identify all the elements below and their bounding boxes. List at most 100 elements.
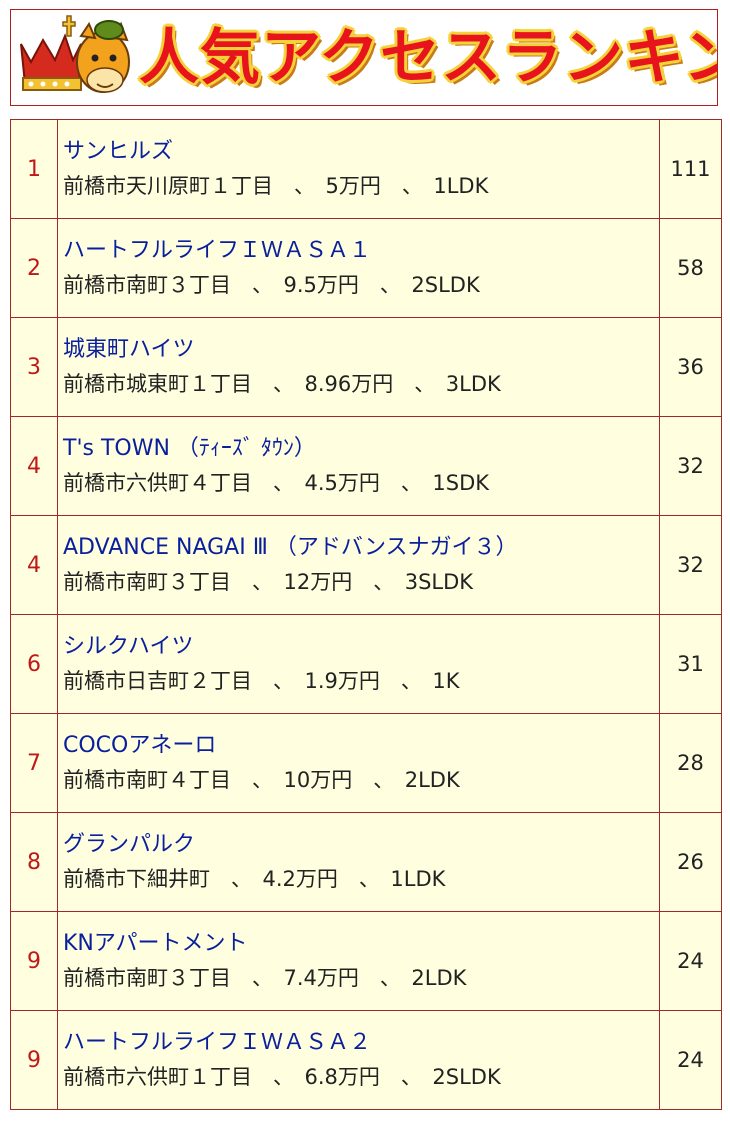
access-count: 111 xyxy=(659,119,722,219)
property-address: 前橋市下細井町 xyxy=(63,867,210,891)
property-details: 前橋市下細井町 、 4.2万円 、 1LDK xyxy=(63,862,659,896)
property-layout: 1LDK xyxy=(433,174,489,198)
property-price: 1.9万円 xyxy=(304,669,380,693)
property-info: 城東町ハイツ前橋市城東町１丁目 、 8.96万円 、 3LDK xyxy=(57,317,660,417)
rank-number: 4 xyxy=(10,515,58,615)
property-info: グランパルク前橋市下細井町 、 4.2万円 、 1LDK xyxy=(57,812,660,912)
separator: 、 xyxy=(393,372,446,396)
property-details: 前橋市六供町４丁目 、 4.5万円 、 1SDK xyxy=(63,466,659,500)
separator: 、 xyxy=(379,669,433,693)
property-name-link[interactable]: T's TOWN （ﾃｨｰｽﾞ ﾀｳﾝ） xyxy=(63,436,316,461)
ranking-banner: 人気アクセスランキング xyxy=(10,9,718,106)
separator: 、 xyxy=(252,669,305,693)
rank-number: 1 xyxy=(10,119,58,219)
access-count: 31 xyxy=(659,614,722,714)
table-row: 7 COCOアネーロ前橋市南町４丁目 、 10万円 、 2LDK 28 xyxy=(10,713,722,813)
property-address: 前橋市天川原町１丁目 xyxy=(63,174,273,198)
property-name-link[interactable]: シルクハイツ xyxy=(63,634,194,659)
separator: 、 xyxy=(380,174,434,198)
property-address: 前橋市六供町４丁目 xyxy=(63,471,252,495)
table-row: 6 シルクハイツ 前橋市日吉町２丁目 、 1.9万円 、 1K 31 xyxy=(10,614,722,714)
banner-title: 人気アクセスランキング xyxy=(139,23,717,93)
property-info: シルクハイツ前橋市日吉町２丁目 、 1.9万円 、 1K xyxy=(57,614,660,714)
separator: 、 xyxy=(252,1065,305,1089)
rank-number: 6 xyxy=(10,614,58,714)
access-count: 28 xyxy=(659,713,722,813)
property-info: T's TOWN （ﾃｨｰｽﾞ ﾀｳﾝ） 前橋市六供町４丁目 、 4.5万円 、 … xyxy=(57,416,660,516)
property-price: 5万円 xyxy=(325,174,381,198)
property-layout: 1K xyxy=(432,669,460,693)
property-info: ADVANCE NAGAI Ⅲ （アドバンスナガイ３） 前橋市南町３丁目 、 12… xyxy=(57,515,660,615)
property-name-link[interactable]: KNアパートメント xyxy=(63,931,248,956)
property-price: 7.4万円 xyxy=(283,966,359,990)
rank-number: 2 xyxy=(10,218,58,318)
property-details: 前橋市南町３丁目 、 12万円 、 3SLDK xyxy=(63,565,659,599)
rank-number: 3 xyxy=(10,317,58,417)
property-price: 12万円 xyxy=(283,570,353,594)
separator: 、 xyxy=(252,372,305,396)
separator: 、 xyxy=(358,273,412,297)
property-layout: 3SLDK xyxy=(404,570,474,594)
property-name-link[interactable]: ADVANCE NAGAI Ⅲ （アドバンスナガイ３） xyxy=(63,535,518,560)
property-price: 4.5万円 xyxy=(304,471,380,495)
property-address: 前橋市日吉町２丁目 xyxy=(63,669,252,693)
property-info: ハートフルライフＩＷＡＳＡ１ 前橋市南町３丁目 、 9.5万円 、 2SLDK xyxy=(57,218,660,318)
table-row: 4 ADVANCE NAGAI Ⅲ （アドバンスナガイ３） 前橋市南町３丁目 、 1… xyxy=(10,515,722,615)
crowned-horse-mascot-icon xyxy=(20,15,130,93)
property-name-link[interactable]: ハートフルライフＩＷＡＳＡ１ xyxy=(63,238,372,263)
separator: 、 xyxy=(231,966,284,990)
access-count: 36 xyxy=(659,317,722,417)
separator: 、 xyxy=(379,1065,433,1089)
table-row: 9 KNアパートメント 前橋市南町３丁目 、 7.4万円 、 2LDK 24 xyxy=(10,911,722,1011)
property-address: 前橋市城東町１丁目 xyxy=(63,372,252,396)
property-address: 前橋市南町４丁目 xyxy=(63,768,231,792)
table-row: 9 ハートフルライフＩＷＡＳＡ２ 前橋市六供町１丁目 、 6.8万円 、 2SLDK… xyxy=(10,1010,722,1110)
property-details: 前橋市南町３丁目 、 7.4万円 、 2LDK xyxy=(63,961,659,995)
access-count: 24 xyxy=(659,1010,722,1110)
property-price: 8.96万円 xyxy=(304,372,394,396)
property-address: 前橋市南町３丁目 xyxy=(63,273,231,297)
property-price: 9.5万円 xyxy=(283,273,359,297)
property-name-link[interactable]: サンヒルズ xyxy=(63,139,174,164)
separator: 、 xyxy=(252,471,305,495)
access-count: 24 xyxy=(659,911,722,1011)
access-count: 32 xyxy=(659,416,722,516)
separator: 、 xyxy=(231,768,284,792)
separator: 、 xyxy=(379,471,433,495)
property-address: 前橋市南町３丁目 xyxy=(63,966,231,990)
rank-number: 4 xyxy=(10,416,58,516)
property-layout: 2LDK xyxy=(404,768,460,792)
separator: 、 xyxy=(210,867,263,891)
property-name-link[interactable]: 城東町ハイツ xyxy=(63,337,195,362)
access-count: 58 xyxy=(659,218,722,318)
property-name-link[interactable]: ハートフルライフＩＷＡＳＡ２ xyxy=(63,1030,372,1055)
access-count: 26 xyxy=(659,812,722,912)
ranking-table: 1 サンヒルズ 前橋市天川原町１丁目 、 5万円 、 1LDK 111 2 ハートフルライ… xyxy=(10,119,722,1110)
table-row: 4 T's TOWN （ﾃｨｰｽﾞ ﾀｳﾝ） 前橋市六供町４丁目 、 4.5万円 、… xyxy=(10,416,722,516)
property-price: 4.2万円 xyxy=(262,867,338,891)
separator: 、 xyxy=(273,174,326,198)
property-details: 前橋市南町３丁目 、 9.5万円 、 2SLDK xyxy=(63,268,659,302)
table-row: 3 城東町ハイツ 前橋市城東町１丁目 、 8.96万円 、 3LDK 36 xyxy=(10,317,722,417)
property-info: KNアパートメント 前橋市南町３丁目 、 7.4万円 、 2LDK xyxy=(57,911,660,1011)
property-details: 前橋市天川原町１丁目 、 5万円 、 1LDK xyxy=(63,169,659,203)
property-layout: 2LDK xyxy=(411,966,467,990)
table-row: 8 グランパルク前橋市下細井町 、 4.2万円 、 1LDK 26 xyxy=(10,812,722,912)
table-row: 2 ハートフルライフＩＷＡＳＡ１ 前橋市南町３丁目 、 9.5万円 、 2SLDK 5… xyxy=(10,218,722,318)
rank-number: 9 xyxy=(10,1010,58,1110)
separator: 、 xyxy=(358,966,412,990)
property-details: 前橋市南町４丁目 、 10万円 、 2LDK xyxy=(63,763,659,797)
property-layout: 2SLDK xyxy=(411,273,480,297)
separator: 、 xyxy=(352,768,405,792)
rank-number: 8 xyxy=(10,812,58,912)
table-row: 1 サンヒルズ 前橋市天川原町１丁目 、 5万円 、 1LDK 111 xyxy=(10,119,722,219)
property-info: ハートフルライフＩＷＡＳＡ２ 前橋市六供町１丁目 、 6.8万円 、 2SLDK xyxy=(57,1010,660,1110)
separator: 、 xyxy=(231,570,284,594)
property-details: 前橋市城東町１丁目 、 8.96万円 、 3LDK xyxy=(63,367,659,401)
property-price: 6.8万円 xyxy=(304,1065,380,1089)
property-name-link[interactable]: グランパルク xyxy=(63,832,196,857)
property-layout: 3LDK xyxy=(445,372,501,396)
property-info: サンヒルズ前橋市天川原町１丁目 、 5万円 、 1LDK xyxy=(57,119,660,219)
property-name-link[interactable]: COCOアネーロ xyxy=(63,733,217,758)
rank-number: 7 xyxy=(10,713,58,813)
